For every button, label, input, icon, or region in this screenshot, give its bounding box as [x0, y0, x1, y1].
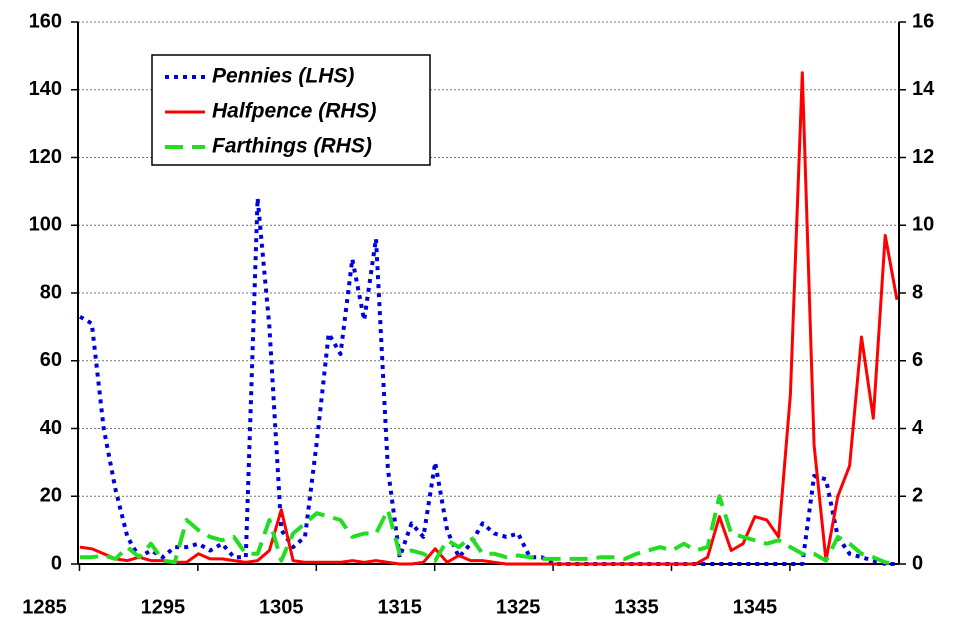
x-tick-label: 1325 — [496, 596, 541, 618]
y2-tick-label: 6 — [912, 349, 923, 371]
y-tick-label: 120 — [29, 146, 62, 168]
y2-tick-label: 2 — [912, 485, 923, 507]
y2-tick-label: 16 — [912, 10, 934, 32]
y2-tick-label: 10 — [912, 214, 934, 236]
y2-tick-label: 4 — [912, 417, 924, 439]
y-tick-label: 160 — [29, 10, 62, 32]
legend-label: Pennies (LHS) — [212, 65, 354, 88]
y-tick-label: 20 — [40, 485, 62, 507]
y-tick-label: 40 — [40, 417, 62, 439]
legend-label: Farthings (RHS) — [212, 135, 372, 158]
x-tick-label: 1335 — [614, 596, 659, 618]
series-line — [80, 494, 898, 566]
y-tick-label: 140 — [29, 78, 62, 100]
series-line — [79, 196, 897, 566]
x-tick-label: 1345 — [733, 596, 778, 618]
x-tick-label: 1295 — [141, 596, 186, 618]
y-tick-label: 60 — [40, 349, 62, 371]
y2-tick-label: 14 — [912, 78, 935, 100]
x-tick-label: 1285 — [22, 596, 67, 618]
series-line — [79, 71, 899, 566]
y2-tick-label: 0 — [912, 552, 923, 574]
x-tick-label: 1315 — [377, 596, 422, 618]
y-tick-label: 100 — [29, 214, 62, 236]
legend-label: Halfpence (RHS) — [212, 100, 377, 123]
y-tick-label: 0 — [51, 552, 62, 574]
y2-tick-label: 12 — [912, 146, 934, 168]
x-tick-label: 1305 — [259, 596, 304, 618]
y2-tick-label: 8 — [912, 281, 923, 303]
y-tick-label: 80 — [40, 281, 62, 303]
